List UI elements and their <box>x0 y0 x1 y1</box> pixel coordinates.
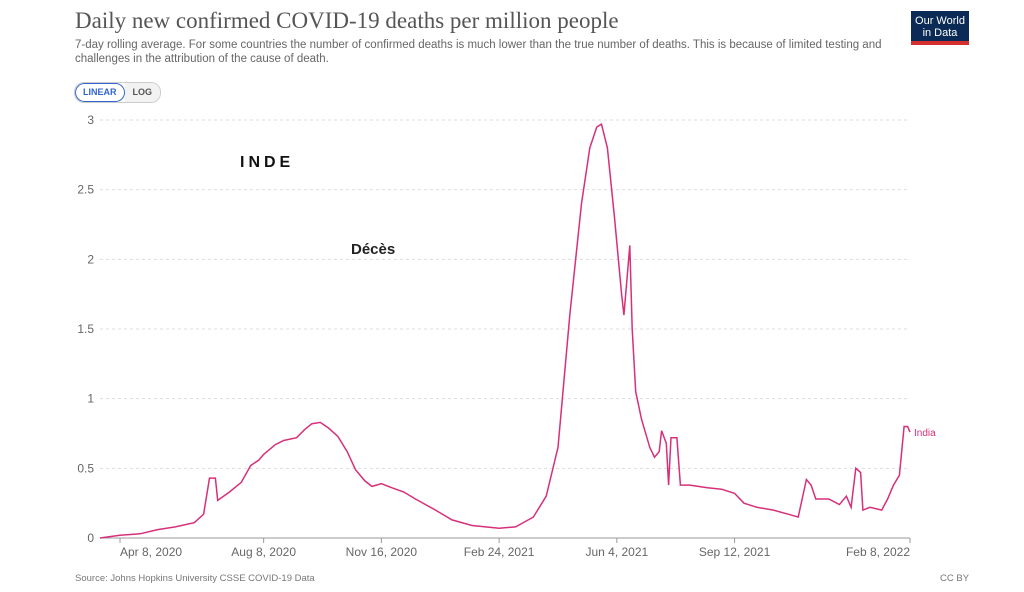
chart-subtitle: 7-day rolling average. For some countrie… <box>75 39 882 65</box>
logo-line-1: Our World <box>915 15 965 27</box>
logo-line-2: in Data <box>922 27 958 39</box>
y-tick-label: 3 <box>87 113 94 127</box>
measure-annotation: Décès <box>351 241 395 258</box>
x-tick-label: Aug 8, 2020 <box>231 545 296 559</box>
series-label-india: India <box>914 428 936 439</box>
y-tick-label: 2.5 <box>77 183 94 197</box>
chart-title: Daily new confirmed COVID-19 deaths per … <box>75 8 619 33</box>
series-line-india <box>99 123 911 539</box>
x-tick-label: Nov 16, 2020 <box>346 545 418 559</box>
y-axis-ticks: 0 0.5 1 1.5 2 2.5 3 <box>77 113 94 545</box>
log-scale-button[interactable]: LOG <box>124 83 160 102</box>
y-tick-label: 0.5 <box>77 461 94 475</box>
y-tick-label: 1 <box>87 392 94 406</box>
x-tick-label: Apr 8, 2020 <box>120 545 182 559</box>
x-axis-ticks: Apr 8, 2020 Aug 8, 2020 Nov 16, 2020 Feb 24… <box>100 537 911 559</box>
y-tick-label: 1.5 <box>77 322 94 336</box>
x-tick-label: Feb 24, 2021 <box>464 545 535 559</box>
license-label[interactable]: CC BY <box>940 573 970 584</box>
x-tick-label: Feb 8, 2022 <box>846 545 910 559</box>
y-tick-label: 2 <box>87 252 94 266</box>
x-tick-label: Sep 12, 2021 <box>699 545 771 559</box>
linear-scale-button[interactable]: LINEAR <box>75 83 125 102</box>
country-annotation: INDE <box>240 154 294 171</box>
grid-lines <box>100 119 910 539</box>
owid-logo[interactable]: Our World in Data <box>911 11 969 45</box>
y-tick-label: 0 <box>87 531 94 545</box>
x-tick-label: Jun 4, 2021 <box>585 545 648 559</box>
source-note[interactable]: Source: Johns Hopkins University CSSE CO… <box>75 573 315 584</box>
scale-toggle: LINEAR LOG <box>74 82 161 103</box>
